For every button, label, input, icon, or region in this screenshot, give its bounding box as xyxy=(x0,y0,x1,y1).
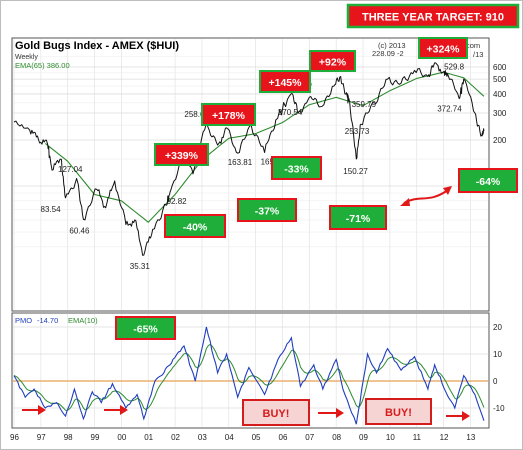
point-label: 150.27 xyxy=(343,167,368,176)
loss-label-6: -64% xyxy=(476,176,501,188)
x-tick-label: 05 xyxy=(252,433,261,442)
gain-label-4: +92% xyxy=(319,57,347,69)
y-tick-label: 400 xyxy=(493,90,507,99)
y-tick-label: 200 xyxy=(493,136,507,145)
point-label: 92.82 xyxy=(167,197,188,206)
price-fragment: 228.09 -2 xyxy=(372,49,404,58)
x-tick-label: 96 xyxy=(10,433,19,442)
x-tick-label: 00 xyxy=(117,433,126,442)
x-tick-label: 03 xyxy=(198,433,207,442)
arrow-right-icon xyxy=(318,408,344,418)
loss-label-4: -33% xyxy=(284,164,309,176)
pmo-layer xyxy=(13,326,485,425)
x-tick-label: 08 xyxy=(332,433,341,442)
x-tick-labels: 96 97 98 99 00 01 02 03 04 05 06 07 08 09 10 11 12 13 xyxy=(10,433,476,442)
loss-label-5: -71% xyxy=(346,213,371,225)
buy-box-1: BUY! xyxy=(242,399,310,426)
pmo-legend-label: PMO xyxy=(15,316,32,325)
site-tail: com xyxy=(466,41,480,50)
copyright: (c) 2013 xyxy=(378,41,406,50)
target-banner-text: THREE YEAR TARGET: 910 xyxy=(362,12,504,24)
point-label: 83.54 xyxy=(41,205,62,214)
price-layer xyxy=(13,62,485,256)
loss-label-2: -40% xyxy=(183,222,208,234)
loss-label-3: -37% xyxy=(255,206,280,218)
point-label: 372.74 xyxy=(437,105,462,114)
x-tick-label: 02 xyxy=(171,433,180,442)
pmo-y-tick-label: 10 xyxy=(493,350,502,359)
x-tick-label: 10 xyxy=(386,433,395,442)
gain-box-4: +92% xyxy=(309,50,356,72)
point-label: 258.60 xyxy=(184,110,209,119)
point-label: 60.46 xyxy=(69,226,90,235)
pmo-y-tick-label: 0 xyxy=(493,377,498,386)
point-label: 163.81 xyxy=(228,158,253,167)
arrow-right-icon xyxy=(446,411,470,421)
y-tick-label: 500 xyxy=(493,75,507,84)
pmo-y-tick-label: 20 xyxy=(493,323,502,332)
gain-label-3: +145% xyxy=(269,77,303,89)
gain-label-2: +178% xyxy=(212,110,246,122)
loss-box-4: -33% xyxy=(271,156,322,180)
x-tick-label: 13 xyxy=(466,433,475,442)
x-tick-label: 07 xyxy=(305,433,314,442)
arrow-right-icon xyxy=(22,405,46,415)
x-tick-label: 11 xyxy=(413,433,422,442)
loss-box-2: -40% xyxy=(164,214,226,238)
chart-title: Gold Bugs Index - AMEX ($HUI) xyxy=(15,40,179,52)
x-tick-label: 01 xyxy=(144,433,153,442)
loss-label-1: -65% xyxy=(133,324,158,336)
y-tick-label: 300 xyxy=(493,109,507,118)
x-tick-label: 06 xyxy=(279,433,288,442)
point-label: 127.04 xyxy=(58,165,83,174)
pmo-signal-legend: EMA(10) xyxy=(68,316,98,325)
loss-box-1: -65% xyxy=(115,316,176,340)
point-label: 253.73 xyxy=(345,127,370,136)
loss-box-5: -71% xyxy=(329,205,387,230)
buy-label-1: BUY! xyxy=(263,408,290,420)
ema-legend: EMA(65) 386.00 xyxy=(15,61,70,70)
ema-line xyxy=(44,71,485,223)
double-arrow-icon xyxy=(400,186,452,206)
point-label: 35.31 xyxy=(130,262,151,271)
loss-box-6: -64% xyxy=(458,168,518,193)
x-tick-label: 09 xyxy=(359,433,368,442)
buy-box-2: BUY! xyxy=(365,398,432,425)
target-banner-box xyxy=(346,3,520,29)
pmo-legend-value: -14.70 xyxy=(37,316,58,325)
gain-label-5: +324% xyxy=(427,44,461,56)
price-panel xyxy=(11,37,490,312)
loss-box-3: -37% xyxy=(237,198,297,222)
frequency-label: Weekly xyxy=(15,54,38,61)
arrow-right-icon xyxy=(104,405,128,415)
gain-box-2: +178% xyxy=(201,103,256,126)
gain-label-1: +339% xyxy=(165,150,199,162)
x-tick-label: 97 xyxy=(37,433,46,442)
x-tick-label: 99 xyxy=(91,433,100,442)
gain-box-3: +145% xyxy=(259,70,311,93)
pmo-y-tick-label: -10 xyxy=(493,404,505,413)
buy-label-2: BUY! xyxy=(385,407,412,419)
y-tick-label: 600 xyxy=(493,63,507,72)
gain-box-1: +339% xyxy=(154,143,209,166)
gain-box-5: +324% xyxy=(418,37,468,59)
pmo-line xyxy=(13,326,485,425)
x-tick-label: 12 xyxy=(440,433,449,442)
point-label: 529.8 xyxy=(444,62,465,71)
price-line xyxy=(13,62,485,256)
x-tick-label: 98 xyxy=(64,433,73,442)
date-fragment: /13 xyxy=(473,50,483,59)
point-label: 270.54 xyxy=(278,108,303,117)
x-tick-label: 04 xyxy=(225,433,234,442)
point-label: 359.79 xyxy=(352,100,377,109)
ema-layer xyxy=(44,71,485,223)
